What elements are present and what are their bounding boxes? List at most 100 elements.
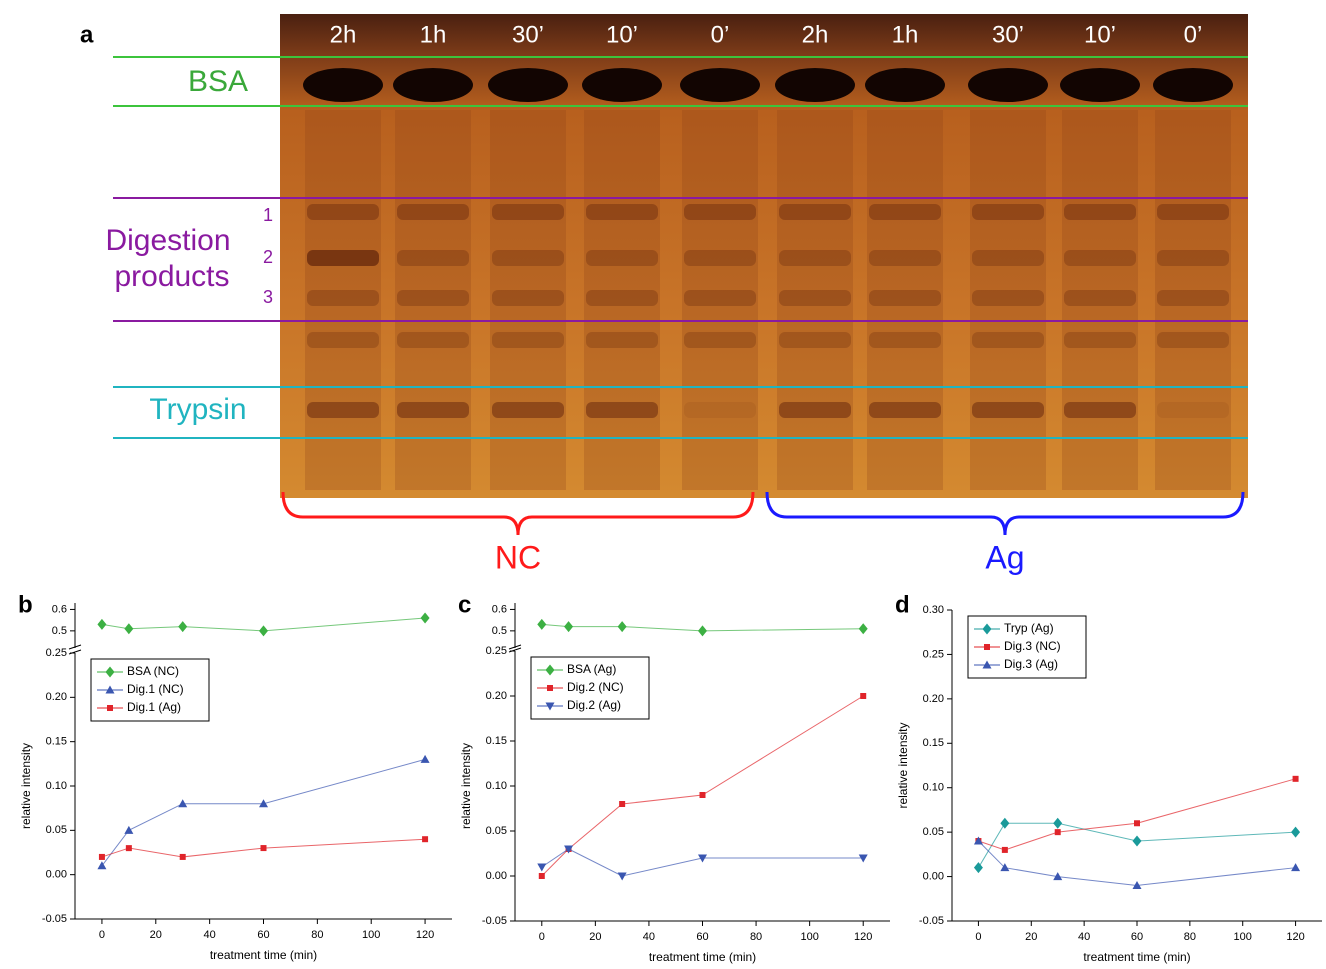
data-point (259, 799, 268, 808)
y-tick-label: 0.05 (46, 824, 67, 836)
bsa-band (303, 68, 383, 102)
line-chart: b 0.5 0.6 -0.05 0.00 0.05 0.10 0.15 0.20 0.25 0 20 4… (18, 591, 452, 962)
x-tick-label: 120 (1286, 931, 1304, 943)
data-point (698, 854, 707, 863)
y-tick-label: 0.00 (46, 869, 67, 881)
line-chart: c 0.5 0.6 -0.05 0.00 0.05 0.10 0.15 0.20 0.25 0 20 4… (458, 591, 890, 964)
band-label: products (114, 260, 229, 293)
bsa-band (393, 68, 473, 102)
band (397, 290, 469, 306)
band (307, 402, 379, 418)
lane-label: 2h (802, 21, 829, 48)
legend-marker (545, 664, 555, 676)
legend-label: BSA (Ag) (567, 662, 616, 676)
y-tick-label: 0.20 (923, 693, 944, 705)
lane-label: 1h (420, 21, 447, 48)
y-tick-label: 0.00 (486, 870, 507, 882)
data-point (420, 612, 430, 624)
y-tick-label: 0.10 (46, 780, 67, 792)
band (869, 204, 941, 220)
y-tick-label: 0.25 (46, 647, 67, 659)
data-point (699, 792, 706, 798)
x-tick-label: 0 (975, 931, 981, 943)
band-number: 3 (263, 287, 273, 307)
band (492, 402, 564, 418)
data-point (1001, 846, 1008, 853)
y-tick-label: 0.20 (486, 690, 507, 702)
bsa-band (582, 68, 662, 102)
band (779, 332, 851, 348)
legend-marker (984, 644, 990, 650)
x-tick-label: 80 (311, 929, 323, 941)
bsa-band (680, 68, 760, 102)
band-number: 2 (263, 247, 273, 267)
y-axis-title: relative intensity (896, 722, 910, 808)
band (1157, 290, 1229, 306)
data-point (125, 845, 132, 852)
band (397, 402, 469, 418)
x-tick-label: 0 (99, 929, 105, 941)
x-tick-label: 100 (1234, 931, 1252, 943)
lane-label: 30’ (992, 21, 1024, 48)
data-point (538, 873, 545, 879)
series-line (541, 695, 864, 877)
band (869, 250, 941, 266)
band (869, 332, 941, 348)
legend-label: Dig.1 (Ag) (127, 700, 181, 714)
y-tick-label: 0.15 (923, 737, 944, 749)
group-label: Ag (985, 539, 1024, 575)
data-point (260, 845, 267, 852)
data-point (97, 861, 107, 870)
x-axis-title: treatment time (min) (210, 948, 317, 962)
band (972, 290, 1044, 306)
band (586, 290, 658, 306)
line-chart: d -0.05 0.00 0.05 0.10 0.15 0.20 0.25 0.30 0 20 40 6… (895, 591, 1322, 964)
panel-label: d (895, 591, 910, 618)
y-tick-label: 0.25 (923, 648, 944, 660)
band (684, 290, 756, 306)
x-axis-title: treatment time (min) (649, 950, 756, 964)
data-point (617, 872, 627, 881)
data-point (422, 836, 429, 843)
x-tick-label: 60 (1131, 931, 1143, 943)
group-brace (281, 491, 755, 536)
band (1064, 332, 1136, 348)
legend-label: BSA (NC) (127, 664, 179, 678)
bsa-band (865, 68, 945, 102)
legend-marker (982, 660, 992, 669)
band (1157, 250, 1229, 266)
legend-marker (982, 623, 992, 635)
x-tick-label: 100 (800, 931, 818, 943)
lane-smear (867, 110, 943, 490)
x-tick-label: 80 (1184, 931, 1196, 943)
y-tick-label: 0.30 (923, 604, 944, 616)
x-tick-label: 120 (416, 929, 434, 941)
x-tick-label: 120 (854, 931, 872, 943)
band-number: 1 (263, 205, 273, 225)
bsa-band (968, 68, 1048, 102)
data-point (973, 836, 983, 845)
y-tick-label: 0.6 (52, 603, 67, 615)
x-tick-label: 20 (150, 929, 162, 941)
lane-label: 10’ (606, 21, 638, 48)
band (779, 402, 851, 418)
panel-label: c (458, 591, 471, 618)
x-tick-label: 100 (362, 929, 380, 941)
data-point (537, 618, 547, 630)
band (779, 204, 851, 220)
band (972, 250, 1044, 266)
band (869, 402, 941, 418)
data-point (98, 853, 105, 860)
data-point (537, 863, 547, 872)
band (684, 402, 756, 418)
data-point (1132, 835, 1142, 847)
lane-label: 0’ (1184, 21, 1203, 48)
data-point (178, 799, 188, 808)
bsa-band (775, 68, 855, 102)
legend-label: Dig.3 (NC) (1004, 639, 1061, 653)
y-tick-label: 0.00 (923, 870, 944, 882)
x-axis-title: treatment time (min) (1083, 950, 1190, 964)
y-tick-label: 0.10 (486, 780, 507, 792)
data-point (259, 625, 268, 637)
